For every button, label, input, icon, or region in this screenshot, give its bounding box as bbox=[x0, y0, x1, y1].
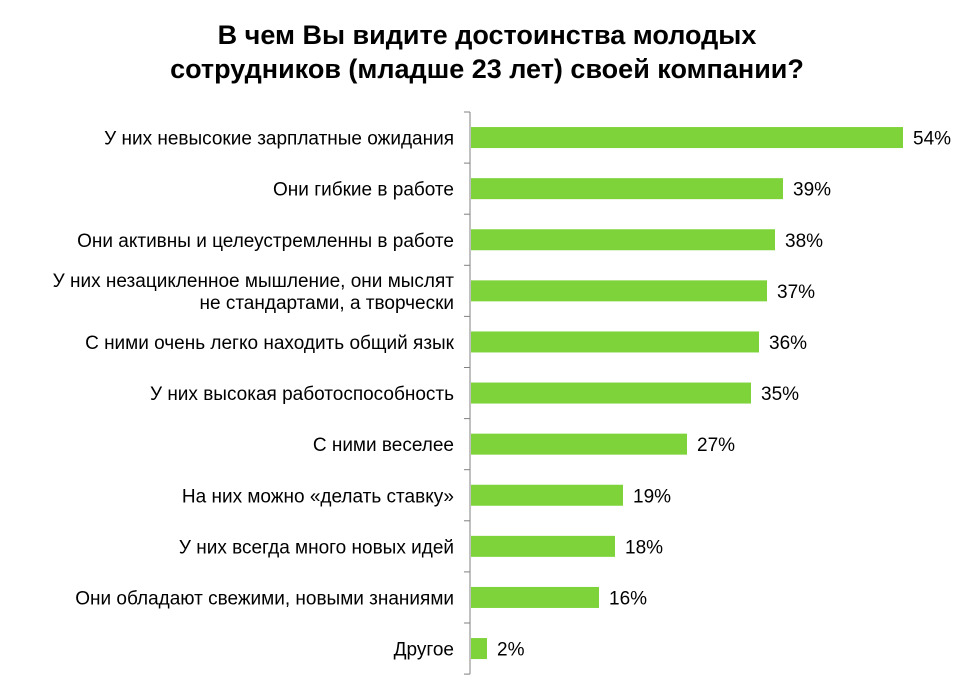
category-label: Они активны и целеустремленны в работе bbox=[77, 231, 454, 252]
category-label-line: Другое bbox=[394, 640, 454, 661]
value-label: 19% bbox=[633, 486, 671, 507]
value-label: 35% bbox=[761, 384, 799, 405]
value-label: 36% bbox=[769, 333, 807, 354]
category-label: Другое bbox=[394, 640, 454, 661]
chart-title-line-2: сотрудников (младше 23 лет) своей компан… bbox=[170, 54, 804, 84]
bar bbox=[471, 433, 687, 455]
value-label: 27% bbox=[697, 435, 735, 456]
category-label-line: Они активны и целеустремленны в работе bbox=[77, 231, 454, 252]
category-label-line: Они обладают свежими, новыми знаниями bbox=[75, 588, 454, 609]
bar bbox=[471, 178, 783, 200]
value-label: 37% bbox=[777, 282, 815, 303]
category-label: С ними очень легко находить общий язык bbox=[85, 333, 455, 354]
bar bbox=[471, 638, 487, 660]
category-label: С ними веселее bbox=[313, 435, 454, 456]
value-label: 16% bbox=[609, 588, 647, 609]
category-label: У них незацикленное мышление, они мыслят… bbox=[53, 271, 455, 314]
bar bbox=[471, 535, 615, 557]
value-label: 2% bbox=[497, 640, 525, 661]
category-label-line: У них всегда много новых идей bbox=[179, 537, 454, 558]
category-label-line: У них незацикленное мышление, они мыслят bbox=[53, 271, 455, 292]
bar bbox=[471, 331, 759, 353]
chart-title: В чем Вы видите достоинства молодых сотр… bbox=[0, 18, 974, 86]
category-label-line: На них можно «делать ставку» bbox=[182, 486, 454, 507]
value-label: 18% bbox=[625, 537, 663, 558]
bar bbox=[471, 586, 599, 608]
value-label: 39% bbox=[793, 180, 831, 201]
category-label-line: С ними веселее bbox=[313, 435, 454, 456]
category-label-line: Они гибкие в работе bbox=[273, 180, 454, 201]
bar bbox=[471, 280, 767, 302]
bar bbox=[471, 484, 623, 506]
category-label-line: У них невысокие зарплатные ожидания bbox=[104, 129, 454, 150]
value-label: 54% bbox=[913, 129, 951, 150]
bar bbox=[471, 127, 903, 149]
bar bbox=[471, 382, 751, 404]
category-label: Они гибкие в работе bbox=[273, 180, 454, 201]
category-label: На них можно «делать ставку» bbox=[182, 486, 454, 507]
category-label-line: У них высокая работоспособность bbox=[150, 384, 454, 405]
chart-title-line-1: В чем Вы видите достоинства молодых bbox=[217, 20, 757, 50]
category-label-line: не стандартами, а творчески bbox=[199, 293, 454, 314]
category-label-line: С ними очень легко находить общий язык bbox=[85, 333, 455, 354]
category-label: У них всегда много новых идей bbox=[179, 537, 454, 558]
category-label: У них высокая работоспособность bbox=[150, 384, 454, 405]
category-label: Они обладают свежими, новыми знаниями bbox=[75, 588, 454, 609]
bar bbox=[471, 229, 775, 251]
category-label: У них невысокие зарплатные ожидания bbox=[104, 129, 454, 150]
value-label: 38% bbox=[785, 231, 823, 252]
